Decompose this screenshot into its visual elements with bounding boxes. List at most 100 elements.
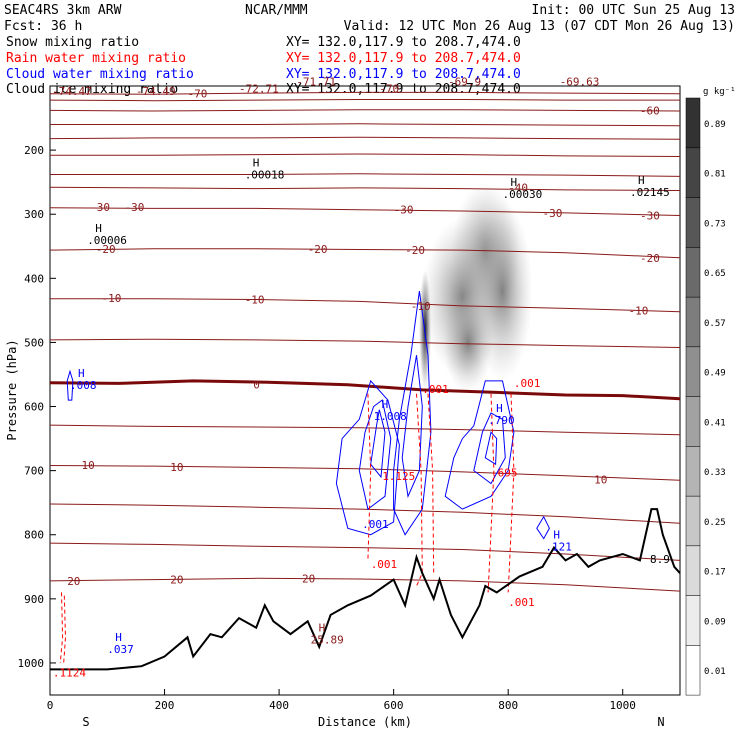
high-symbol-5: H [382, 398, 389, 411]
temp-label-0: -74.47 [52, 85, 92, 98]
temp-label-3: -72.71 [239, 83, 279, 96]
colorbar-label-4: 0.33 [704, 468, 726, 478]
isotherm-0 [49, 91, 681, 95]
isotherm-12 [49, 424, 681, 436]
temp-label-17: -20 [405, 244, 425, 257]
valid-time: Valid: 12 UTC Mon 26 Aug 13 (07 CDT Mon … [344, 19, 735, 34]
isotherm-3 [50, 123, 681, 127]
cloud-contour-0 [335, 379, 400, 536]
rain-contour-1 [416, 393, 423, 587]
x-tick-label-4: 800 [498, 699, 518, 712]
temp-label-23: 0 [253, 379, 260, 392]
isotherm-6 [50, 173, 681, 177]
temp-label-16: -20 [308, 243, 328, 256]
freezing-isotherm [49, 379, 681, 401]
temp-label-7: -69.63 [560, 76, 600, 89]
colorbar-cell-11 [685, 97, 701, 149]
temp-label-12: -30 [394, 204, 414, 217]
colorbar-label-6: 0.49 [704, 369, 726, 379]
temp-label-13: -30 [543, 207, 563, 220]
isotherm-1 [49, 99, 680, 102]
temp-label-20: -10 [245, 294, 265, 307]
y-axis: 200 300 400 500 600 700 800 900 1000 [18, 144, 56, 670]
cloud-contour-7 [484, 431, 498, 466]
x-tick-label-2: 400 [269, 699, 289, 712]
high-symbol-1: H [95, 222, 102, 235]
colorbar-cell-7 [685, 296, 701, 348]
temp-label-26: 10 [594, 474, 607, 487]
high-symbol-6: H [496, 402, 503, 415]
temp-label-28: 20 [170, 574, 183, 587]
colorbar-label-9: 0.73 [704, 219, 726, 229]
colorbar-label-8: 0.65 [704, 269, 726, 279]
colorbar-cell-2 [685, 545, 701, 596]
high-value-7: .121 [545, 540, 572, 553]
y-tick-label-1: 300 [24, 208, 44, 221]
legend-cloud-xy: XY= 132.0,117.9 to 208.7,474.0 [286, 67, 521, 82]
colorbar-label-7: 0.57 [704, 319, 726, 329]
y-tick-label-2: 400 [24, 272, 44, 285]
cloud-contour-1 [358, 399, 392, 510]
cloud-contour-4 [401, 355, 423, 499]
rain-label-0: .001 [422, 383, 449, 396]
rain-contour-5 [59, 592, 64, 663]
colorbar-cell-0 [685, 645, 701, 696]
high-symbol-3: H [638, 174, 645, 187]
legend-snow-xy: XY= 132.0,117.9 to 208.7,474.0 [286, 35, 521, 50]
temp-label-2: -70 [188, 88, 208, 101]
plot-frame [49, 85, 681, 696]
temp-label-29: 20 [302, 572, 315, 585]
temp-label-6: -69.9 [448, 76, 481, 89]
isotherm-13 [49, 465, 681, 481]
isotherm-4 [49, 136, 681, 140]
x-tick-label-1: 200 [155, 699, 175, 712]
x-axis: 0 200 400 600 800 1000 [47, 689, 636, 712]
y-tick-label-5: 700 [24, 465, 44, 478]
temp-label-9: -40 [508, 181, 528, 194]
other-label-1: 8.9 [650, 553, 670, 566]
temp-label-15: -20 [96, 243, 116, 256]
colorbar-cell-3 [685, 495, 701, 547]
terrain-layer [50, 508, 681, 671]
high-value-9: 25.89 [311, 633, 344, 646]
temp-label-5: -70 [379, 83, 399, 96]
legend-rain-label: Rain water mixing ratio [6, 51, 186, 66]
x-axis-label: Distance (km) [318, 715, 412, 729]
colorbar-label-1: 0.09 [704, 617, 726, 627]
cloud-contour-2 [370, 409, 386, 479]
isotherm-15 [49, 542, 681, 561]
temp-label-27: 20 [67, 575, 80, 588]
high-symbol-9: H [319, 621, 326, 634]
temp-label-24: 10 [82, 459, 95, 472]
rain-label-4: 1.125 [382, 470, 415, 483]
high-symbol-0: H [253, 157, 260, 170]
temp-label-14: -30 [640, 210, 660, 223]
high-symbol-8: H [115, 631, 122, 644]
rain-water-contour-layer [59, 393, 515, 663]
rain-label-1: .001 [514, 377, 541, 390]
colorbar-cell-9 [685, 197, 701, 248]
high-value-1: .00006 [87, 234, 127, 247]
y-axis-label: Pressure (hPa) [5, 339, 19, 440]
y-tick-label-4: 600 [24, 401, 44, 414]
colorbar-label-5: 0.41 [704, 418, 726, 428]
cloud-contour-5 [444, 380, 515, 510]
high-value-8: .037 [107, 643, 134, 656]
isotherm-14 [49, 503, 681, 524]
snow-core [419, 269, 432, 390]
colorbar-cell-6 [685, 346, 701, 397]
high-value-4: .008 [70, 379, 97, 392]
x-tick-label-0: 0 [47, 699, 54, 712]
other-label-0: .001 [362, 518, 389, 531]
cloud-contour-8 [66, 369, 74, 401]
isotherm-8 [49, 207, 681, 216]
colorbar-cell-1 [685, 595, 701, 646]
colorbar-cell-4 [685, 446, 701, 497]
high-value-6: .790 [488, 414, 514, 427]
rain-contour-2 [427, 393, 435, 574]
temp-label-10: -30 [90, 201, 110, 214]
high-symbol-4: H [78, 367, 85, 380]
temperature-contour-layer [49, 91, 681, 592]
temp-label-1: -74.49 [136, 85, 176, 98]
temp-label-21: -10 [411, 300, 431, 313]
